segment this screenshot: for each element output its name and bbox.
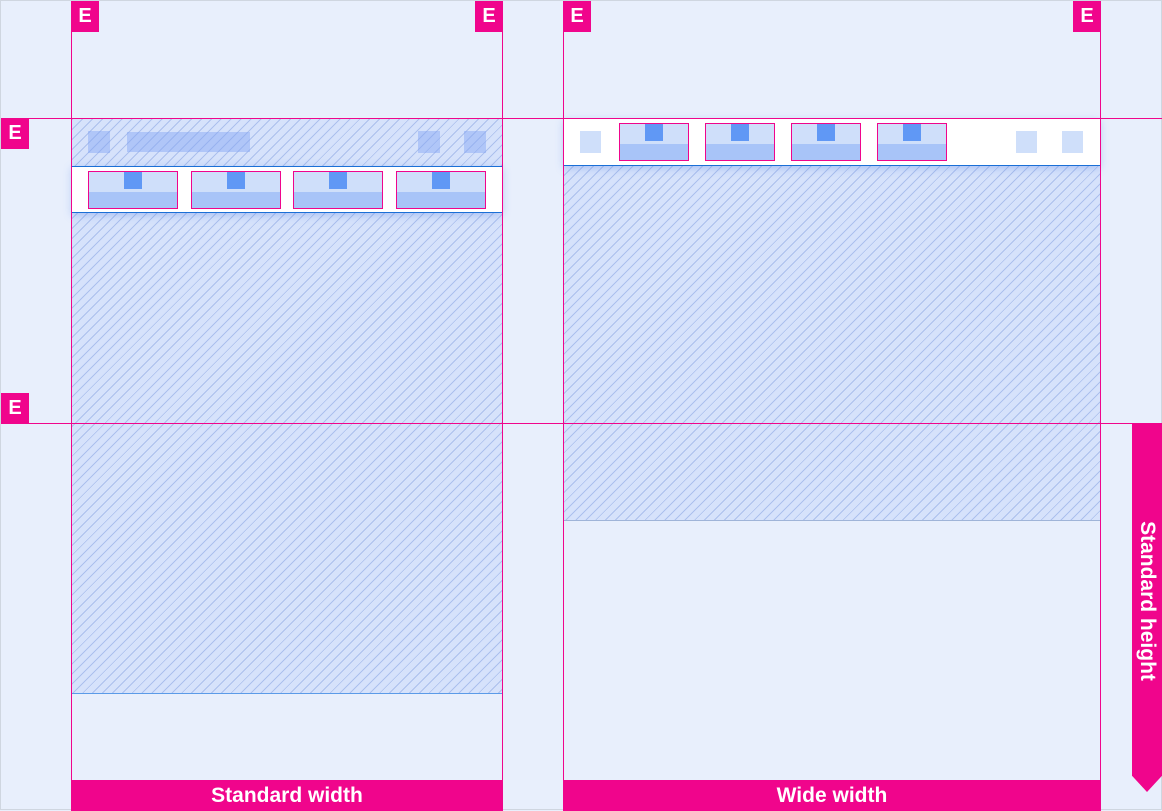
guide-line	[1, 423, 1162, 424]
app-bar-action-placeholder	[418, 131, 440, 153]
guide-line	[71, 1, 72, 780]
nav-placeholder	[580, 131, 601, 153]
edge-marker: E	[475, 1, 503, 32]
standard-width-label: Standard width	[71, 780, 503, 811]
edge-marker: E	[1, 118, 29, 149]
tab-icon	[329, 172, 347, 189]
app-bar-nav-placeholder	[88, 131, 110, 153]
tab-icon	[903, 124, 921, 141]
tab-item[interactable]	[293, 171, 383, 209]
tab-item[interactable]	[791, 123, 861, 161]
wide-tab-bar	[564, 119, 1100, 166]
app-bar-action-placeholder	[464, 131, 486, 153]
edge-marker: E	[563, 1, 591, 32]
edge-marker: E	[1, 393, 29, 424]
tab-icon	[731, 124, 749, 141]
guide-line	[502, 1, 503, 780]
standard-tab-bar	[72, 166, 502, 213]
tab-icon	[645, 124, 663, 141]
guide-line	[563, 1, 564, 780]
tab-item[interactable]	[396, 171, 486, 209]
tab-item[interactable]	[705, 123, 775, 161]
guide-line	[1, 118, 1162, 119]
app-bar-title-placeholder	[127, 132, 250, 152]
tab-item[interactable]	[877, 123, 947, 161]
action-placeholder	[1016, 131, 1037, 153]
tab-icon	[432, 172, 450, 189]
standard-content-area	[72, 119, 502, 694]
tab-icon	[227, 172, 245, 189]
standard-height-label: Standard height	[1132, 424, 1162, 792]
tab-icon	[124, 172, 142, 189]
wide-width-label: Wide width	[563, 780, 1101, 811]
tab-item[interactable]	[191, 171, 281, 209]
edge-marker: E	[71, 1, 99, 32]
tab-icon	[817, 124, 835, 141]
wide-content-area	[564, 165, 1100, 521]
guide-line	[1100, 1, 1101, 780]
edge-marker: E	[1073, 1, 1101, 32]
action-placeholder	[1062, 131, 1083, 153]
tab-item[interactable]	[619, 123, 689, 161]
tab-item[interactable]	[88, 171, 178, 209]
